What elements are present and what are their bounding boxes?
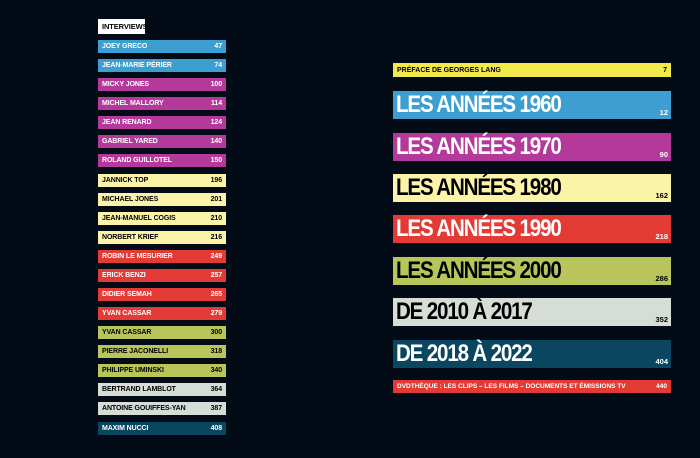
interview-page: 196 [210,176,222,184]
interview-name: JOEY GRECO [102,43,148,50]
decade-title: DE 2010 À 2017 [396,298,533,325]
interview-name: JEAN-MARIE PÉRIER [102,62,172,70]
interview-entry[interactable]: MAXIM NUCCI 408 [98,421,226,435]
interview-page: 201 [210,195,222,203]
interview-name: PHILIPPE UMINSKI [102,367,164,375]
decade-page: 404 [655,357,668,366]
interview-page: 340 [210,367,222,375]
interview-name: YVAN CASSAR [102,310,152,318]
interview-name: NORBERT KRIEF [102,233,159,241]
interview-entry[interactable]: YVAN CASSAR 279 [98,307,226,321]
interview-entry[interactable]: ANTOINE GOUIFFES-YAN 387 [98,402,226,416]
interview-page: 140 [210,138,222,146]
decade-page: 162 [655,191,668,200]
interview-name: GABRIEL YARED [102,138,158,146]
interview-name: MICHEL MALLORY [102,100,164,108]
interview-entry[interactable]: JEAN-MARIE PÉRIER 74 [98,59,226,73]
interview-page: 408 [210,424,222,432]
interview-name: ROBIN LE MESURIER [102,252,173,260]
interview-page: 265 [210,291,222,299]
interview-page: 216 [210,233,222,241]
decade-title: LES ANNÉES 1970 [396,133,562,160]
decade-entry[interactable]: LES ANNÉES 1990 218 [393,215,671,243]
decade-page: 12 [659,108,668,117]
interview-entry[interactable]: BERTRAND LAMBLOT 364 [98,383,226,397]
interview-entry[interactable]: NORBERT KRIEF 216 [98,230,226,244]
interview-name: ROLAND GUILLOTEL [102,157,172,165]
interview-entry[interactable]: MICKY JONES 100 [98,78,226,92]
interview-entry[interactable]: GABRIEL YARED 140 [98,135,226,149]
interview-name: YVAN CASSAR [102,329,152,337]
interview-name: MAXIM NUCCI [102,424,149,432]
decade-entry[interactable]: LES ANNÉES 1980 162 [393,174,671,202]
interview-entry[interactable]: PHILIPPE UMINSKI 340 [98,364,226,378]
interview-name: MICKY JONES [102,81,150,89]
dvdtheque-label: DVDTHÈQUE : LES CLIPS – LES FILMS – DOCU… [397,383,626,390]
decade-title: LES ANNÉES 2000 [396,257,562,284]
interview-name: MICHAEL JONES [102,195,159,203]
interview-page: 364 [210,386,222,394]
interview-name: ERICK BENZI [102,271,146,279]
interview-page: 318 [210,348,222,356]
interview-name: PIERRE JACONELLI [102,348,169,356]
interview-page: 74 [214,62,222,70]
decade-page: 218 [655,232,668,241]
interview-name: ANTOINE GOUIFFES-YAN [102,405,186,413]
decade-entry[interactable]: LES ANNÉES 1960 12 [393,91,671,119]
decade-title: DE 2018 À 2022 [396,340,533,367]
decade-page: 90 [659,150,668,159]
interview-name: JANNICK TOP [102,176,149,184]
interview-page: 210 [210,214,222,222]
interview-name: DIDIER SEMAH [102,291,152,299]
decade-page: 286 [655,274,668,283]
interview-page: 100 [210,81,222,89]
decade-entry[interactable]: LES ANNÉES 1970 90 [393,133,671,161]
interview-entry[interactable]: MICHAEL JONES 201 [98,192,226,206]
interview-page: 249 [210,252,222,260]
interview-entry[interactable]: JANNICK TOP 196 [98,173,226,187]
decade-title: LES ANNÉES 1960 [396,91,562,118]
interviews-heading: INTERVIEWS [98,19,148,34]
interview-page: 300 [210,329,222,337]
interview-page: 47 [214,43,222,50]
interview-entry[interactable]: ROBIN LE MESURIER 249 [98,249,226,263]
interview-name: JEAN-MANUEL COGIS [102,214,176,222]
decade-entry[interactable]: LES ANNÉES 2000 286 [393,257,671,285]
dvdtheque-entry[interactable]: DVDTHÈQUE : LES CLIPS – LES FILMS – DOCU… [393,380,671,393]
dvdtheque-page: 440 [656,383,667,390]
interview-name: BERTRAND LAMBLOT [102,386,176,394]
interview-page: 387 [210,405,222,413]
interview-page: 257 [210,271,222,279]
interview-name: JEAN RENARD [102,119,152,127]
preface-page: 7 [663,66,667,74]
decade-entry[interactable]: DE 2010 À 2017 352 [393,298,671,326]
interview-entry[interactable]: JEAN RENARD 124 [98,116,226,130]
preface-label: PRÉFACE DE GEORGES LANG [397,66,501,74]
interview-entry[interactable]: ROLAND GUILLOTEL 150 [98,154,226,168]
interview-entry[interactable]: JEAN-MANUEL COGIS 210 [98,211,226,225]
interview-page: 150 [210,157,222,165]
decade-entry[interactable]: DE 2018 À 2022 404 [393,340,671,368]
interview-entry[interactable]: MICHEL MALLORY 114 [98,97,226,111]
interview-entry[interactable]: YVAN CASSAR 300 [98,326,226,340]
interview-page: 279 [210,310,222,318]
interview-entry[interactable]: JOEY GRECO 47 [98,40,226,53]
interviews-list: JOEY GRECO 47 JEAN-MARIE PÉRIER 74 MICKY JON… [98,40,226,441]
interview-entry[interactable]: ERICK BENZI 257 [98,268,226,282]
decade-title: LES ANNÉES 1980 [396,174,562,201]
decade-page: 352 [655,315,668,324]
preface-entry[interactable]: PRÉFACE DE GEORGES LANG 7 [393,63,671,77]
interview-page: 124 [210,119,222,127]
interview-entry[interactable]: DIDIER SEMAH 265 [98,288,226,302]
decade-title: LES ANNÉES 1990 [396,215,562,242]
interview-page: 114 [211,100,222,108]
interview-entry[interactable]: PIERRE JACONELLI 318 [98,345,226,359]
